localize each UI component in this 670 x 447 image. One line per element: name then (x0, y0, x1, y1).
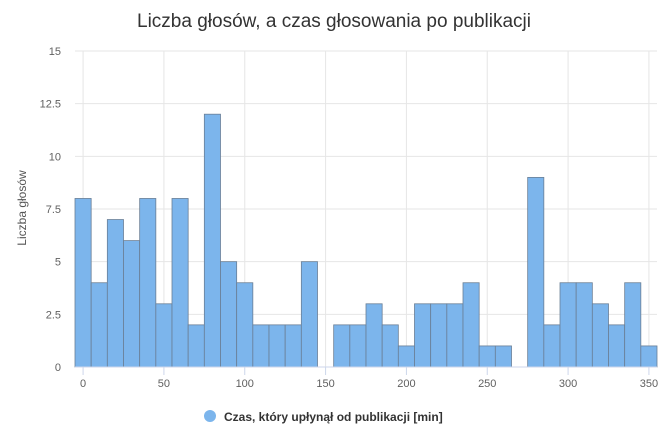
histogram-bar[interactable] (300, 261, 318, 368)
histogram-bar[interactable] (123, 240, 141, 368)
histogram-bar[interactable] (608, 324, 626, 368)
histogram-bar[interactable] (203, 113, 221, 368)
histogram-bar[interactable] (74, 198, 92, 368)
histogram-bar[interactable] (333, 324, 351, 368)
histogram-bar[interactable] (446, 303, 464, 368)
histogram-bar[interactable] (624, 282, 642, 368)
histogram-bar[interactable] (236, 282, 254, 368)
histogram-bar[interactable] (349, 324, 367, 368)
histogram-bar[interactable] (543, 324, 561, 368)
histogram-bar[interactable] (268, 324, 286, 368)
y-tick-label: 10 (49, 151, 61, 163)
x-tick-label: 250 (478, 378, 496, 390)
histogram-bar[interactable] (284, 324, 302, 368)
histogram-bar[interactable] (494, 345, 512, 368)
histogram-bar[interactable] (106, 219, 124, 368)
histogram-bar[interactable] (381, 324, 399, 368)
x-tick-label: 200 (397, 378, 415, 390)
y-tick-label: 2.5 (46, 309, 61, 321)
histogram-bar[interactable] (430, 303, 448, 368)
y-axis-title: Liczba głosów (15, 170, 29, 246)
y-tick-label: 0 (55, 362, 61, 374)
histogram-bar[interactable] (575, 282, 593, 368)
bars (74, 113, 658, 368)
x-tick-label: 100 (236, 378, 254, 390)
histogram-bar[interactable] (591, 303, 609, 368)
histogram-bar[interactable] (559, 282, 577, 368)
histogram-bar[interactable] (462, 282, 480, 368)
y-tick-label: 7.5 (46, 204, 61, 216)
x-tick-label: 0 (80, 378, 86, 390)
y-tick-label: 12.5 (40, 99, 61, 111)
histogram-bar[interactable] (252, 324, 270, 368)
histogram-bar[interactable] (478, 345, 496, 368)
histogram-bar[interactable] (414, 303, 432, 368)
x-tick-label: 300 (559, 378, 577, 390)
histogram-bar[interactable] (187, 324, 205, 368)
histogram-bar[interactable] (397, 345, 415, 368)
x-tick-label: 50 (158, 378, 170, 390)
histogram-bar[interactable] (220, 261, 238, 368)
x-tick-label: 150 (316, 378, 334, 390)
legend-marker (204, 410, 216, 422)
histogram-bar[interactable] (139, 198, 157, 368)
y-tick-label: 5 (55, 257, 61, 269)
chart-title: Liczba głosów, a czas głosowania po publ… (137, 11, 531, 32)
x-tick-label: 350 (640, 378, 658, 390)
legend[interactable]: Czas, który upłynął od publikacji [min] (204, 410, 443, 424)
y-tick-label: 15 (49, 46, 61, 58)
histogram-bar[interactable] (171, 198, 189, 368)
legend-label[interactable]: Czas, który upłynął od publikacji [min] (224, 410, 443, 424)
histogram-bar[interactable] (155, 303, 173, 368)
histogram-bar[interactable] (365, 303, 383, 368)
histogram-bar[interactable] (527, 176, 545, 368)
histogram-bar[interactable] (640, 345, 658, 368)
histogram-bar[interactable] (90, 282, 108, 368)
